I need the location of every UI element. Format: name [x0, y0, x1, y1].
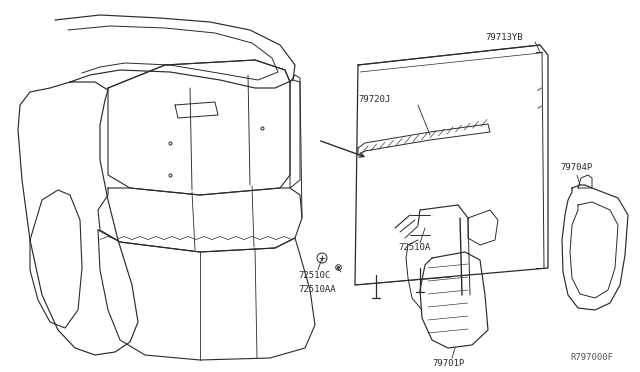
Text: 79720J: 79720J — [358, 96, 390, 105]
Text: 72510AA: 72510AA — [298, 285, 335, 295]
Text: 72510C: 72510C — [298, 270, 330, 279]
Text: 72510A: 72510A — [398, 244, 430, 253]
Text: 79704P: 79704P — [560, 164, 592, 173]
Text: R797000F: R797000F — [570, 353, 613, 362]
Text: 79713YB: 79713YB — [485, 33, 523, 42]
Text: 79701P: 79701P — [432, 359, 464, 368]
